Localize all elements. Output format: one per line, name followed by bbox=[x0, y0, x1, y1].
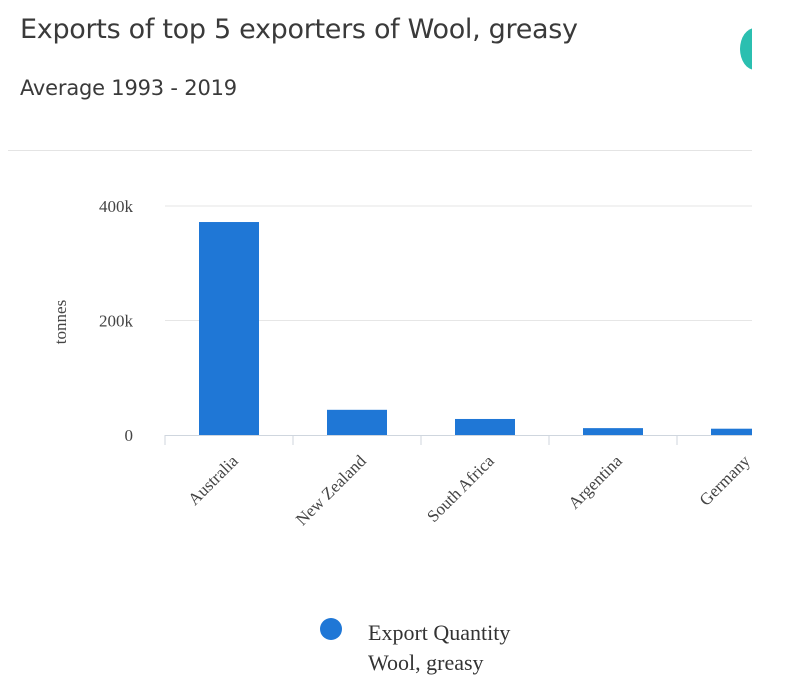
y-axis-ticks: 0 200k 400k bbox=[99, 197, 134, 445]
bar-argentina[interactable] bbox=[583, 428, 643, 435]
chart-title: Exports of top 5 exporters of Wool, grea… bbox=[20, 14, 578, 45]
x-axis-categories: Australia New Zealand South Africa Argentin… bbox=[184, 451, 754, 529]
x-category-label: Germany bbox=[696, 451, 755, 510]
y-tick-label: 200k bbox=[99, 312, 134, 331]
x-category-label: New Zealand bbox=[292, 451, 370, 529]
legend-label[interactable]: Export Quantity Wool, greasy bbox=[368, 618, 510, 678]
legend-label-line2: Wool, greasy bbox=[368, 650, 484, 675]
x-category-label: Argentina bbox=[565, 451, 627, 513]
bar-australia[interactable] bbox=[199, 222, 259, 435]
x-axis bbox=[164, 435, 752, 445]
bar-new-zealand[interactable] bbox=[327, 409, 387, 435]
chart-subtitle: Average 1993 - 2019 bbox=[20, 76, 237, 100]
header-divider bbox=[8, 150, 752, 151]
bar-south-africa[interactable] bbox=[455, 418, 515, 435]
x-category-label: Australia bbox=[184, 451, 242, 509]
bars bbox=[199, 222, 771, 435]
y-tick-label: 0 bbox=[125, 426, 134, 445]
x-category-label: South Africa bbox=[423, 451, 498, 526]
y-axis-title: tonnes bbox=[51, 300, 70, 344]
y-tick-label: 400k bbox=[99, 197, 134, 216]
right-edge-mask bbox=[752, 0, 799, 700]
legend-marker[interactable] bbox=[320, 618, 342, 640]
bar-germany[interactable] bbox=[711, 428, 771, 435]
legend-label-line1: Export Quantity bbox=[368, 620, 511, 645]
gridlines bbox=[165, 205, 752, 321]
